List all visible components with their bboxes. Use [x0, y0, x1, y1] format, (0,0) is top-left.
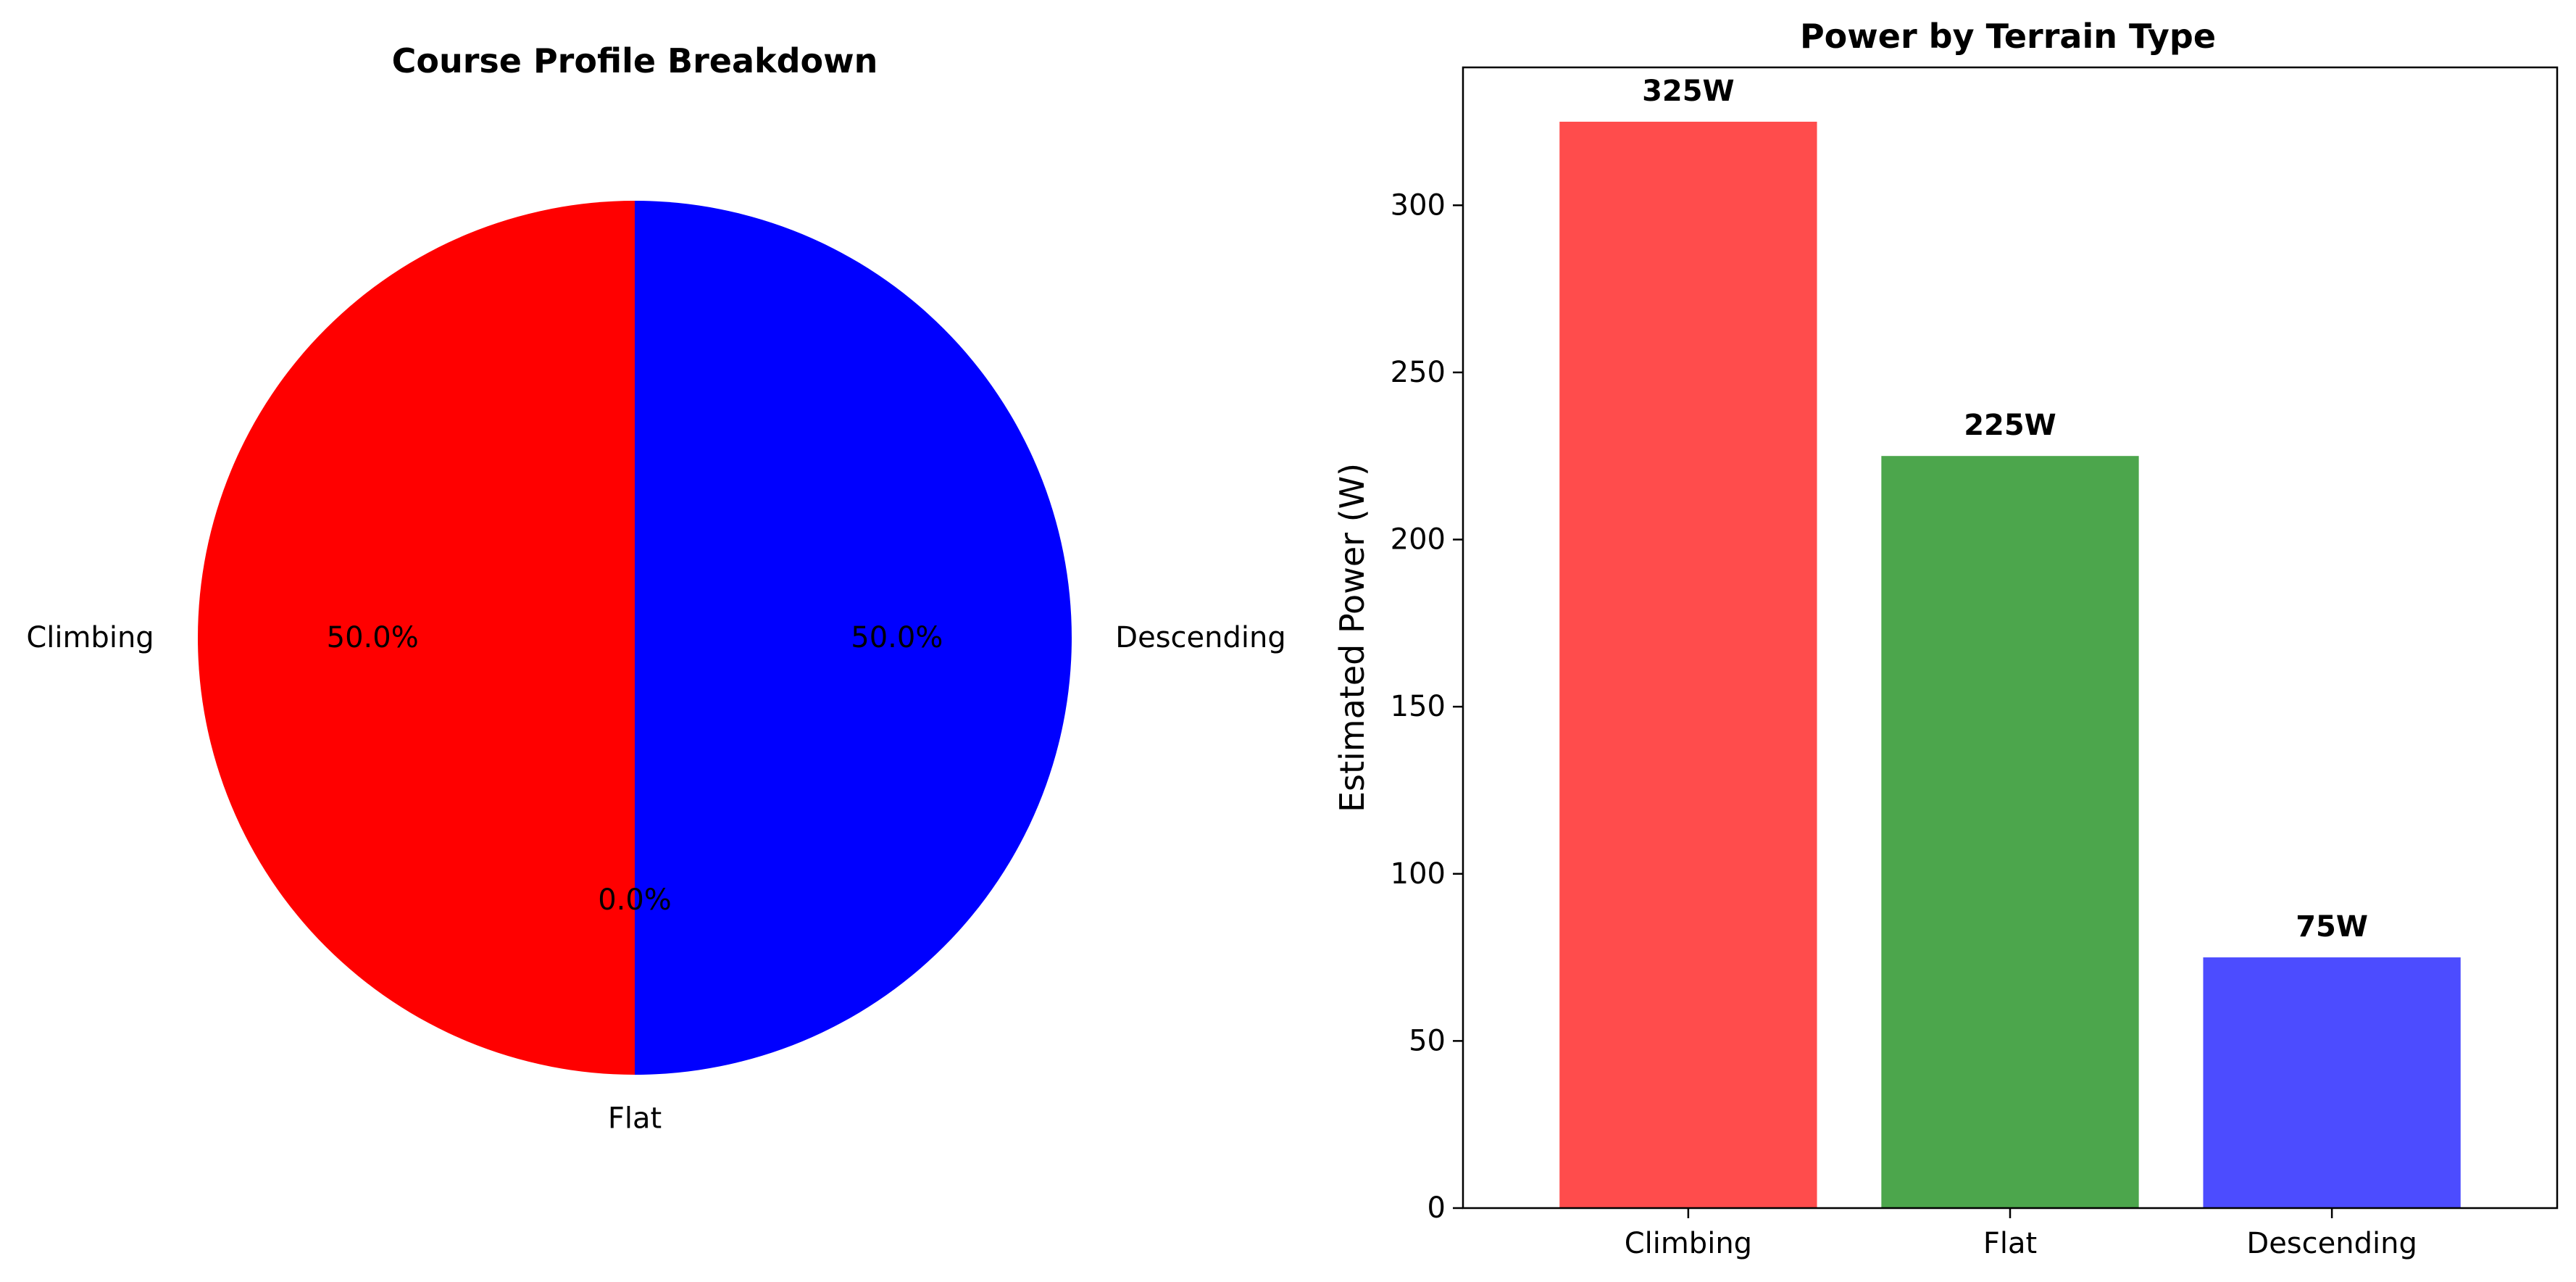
- y-tick-label-250: 250: [1391, 356, 1446, 389]
- pie-slice-descending: [635, 201, 1072, 1075]
- pie-slice-climbing: [198, 201, 635, 1075]
- bar-chart: Power by Terrain Type 325W 225W 75W 0 50 100…: [1333, 17, 2559, 1260]
- y-tick-label-200: 200: [1391, 523, 1446, 557]
- y-axis-label: Estimated Power (W): [1333, 463, 1372, 812]
- y-ticks: 0 50 100 150 200 250 300: [1391, 188, 1463, 1225]
- bar-flat: [1881, 456, 2139, 1209]
- pie-label-climbing: Climbing: [26, 621, 154, 654]
- pie-title: Course Profile Breakdown: [392, 41, 878, 80]
- x-tick-label-descending: Descending: [2246, 1227, 2417, 1260]
- x-ticks: Climbing Flat Descending: [1625, 1208, 2417, 1260]
- x-tick-label-climbing: Climbing: [1625, 1227, 1752, 1260]
- y-tick-label-300: 300: [1391, 188, 1446, 222]
- y-tick-label-100: 100: [1391, 857, 1446, 891]
- bar-value-label-climbing: 325W: [1642, 75, 1735, 108]
- bar-value-label-flat: 225W: [1964, 409, 2056, 442]
- pie-chart: Course Profile Breakdown Climbing 50.0% Fl…: [26, 41, 1285, 1135]
- bar-climbing: [1559, 121, 1817, 1208]
- y-tick-label-50: 50: [1409, 1024, 1446, 1057]
- pie-pct-flat: 0.0%: [598, 883, 672, 917]
- pie-slices: [198, 201, 1072, 1075]
- pie-label-descending: Descending: [1115, 621, 1285, 654]
- pie-pct-descending: 50.0%: [851, 621, 943, 654]
- bar-title: Power by Terrain Type: [1800, 17, 2216, 56]
- bar-value-label-descending: 75W: [2296, 910, 2368, 944]
- pie-labels: Climbing 50.0% Flat 0.0% Descending 50.0%: [26, 621, 1285, 1135]
- x-tick-label-flat: Flat: [1983, 1227, 2037, 1260]
- bar-value-labels: 325W 225W 75W: [1642, 75, 2368, 944]
- pie-label-flat: Flat: [608, 1102, 662, 1135]
- y-tick-label-150: 150: [1391, 690, 1446, 723]
- pie-pct-climbing: 50.0%: [327, 621, 419, 654]
- bar-descending: [2203, 957, 2461, 1208]
- y-tick-label-0: 0: [1427, 1191, 1446, 1225]
- bars: [1559, 121, 2461, 1209]
